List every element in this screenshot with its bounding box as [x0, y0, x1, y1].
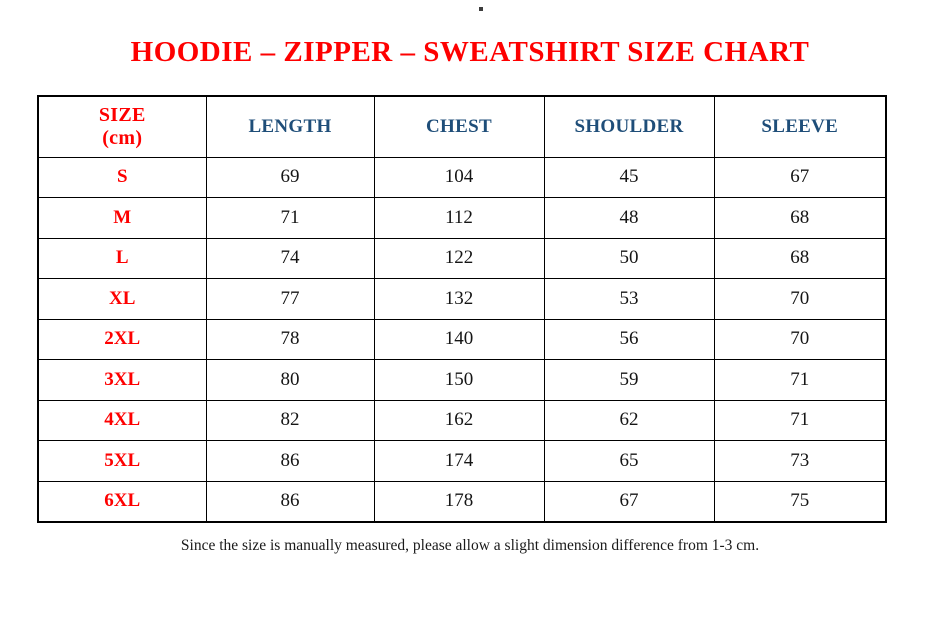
size-label: M: [37, 197, 207, 239]
chest-value: 140: [373, 318, 545, 360]
length-value: 71: [205, 197, 375, 239]
chest-value: 104: [373, 156, 545, 198]
size-label: XL: [37, 278, 207, 320]
table-row-2xl: 2XL 78 140 56 70: [37, 318, 887, 360]
stray-dot-mark: [479, 7, 483, 11]
col-header-sleeve: SLEEVE: [713, 95, 887, 158]
length-value: 77: [205, 278, 375, 320]
length-value: 78: [205, 318, 375, 360]
measurement-disclaimer: Since the size is manually measured, ple…: [180, 537, 760, 554]
table-row-5xl: 5XL 86 174 65 73: [37, 440, 887, 482]
col-header-length: LENGTH: [205, 95, 375, 158]
sleeve-value: 70: [713, 278, 887, 320]
sleeve-value: 68: [713, 237, 887, 279]
sleeve-value: 71: [713, 359, 887, 401]
size-label: S: [37, 156, 207, 198]
shoulder-value: 62: [543, 399, 715, 441]
col-header-chest: CHEST: [373, 95, 545, 158]
chest-value: 178: [373, 480, 545, 522]
table-row-6xl: 6XL 86 178 67 75: [37, 480, 887, 522]
length-value: 86: [205, 480, 375, 522]
sleeve-value: 71: [713, 399, 887, 441]
size-label: 6XL: [37, 480, 207, 522]
col-header-shoulder: SHOULDER: [543, 95, 715, 158]
shoulder-value: 56: [543, 318, 715, 360]
shoulder-value: 53: [543, 278, 715, 320]
shoulder-value: 45: [543, 156, 715, 198]
sleeve-value: 75: [713, 480, 887, 522]
sleeve-value: 67: [713, 156, 887, 198]
chest-value: 112: [373, 197, 545, 239]
table-row-l: L 74 122 50 68: [37, 237, 887, 279]
page-title: HOODIE – ZIPPER – SWEATSHIRT SIZE CHART: [130, 36, 810, 68]
chest-value: 162: [373, 399, 545, 441]
table-row-s: S 69 104 45 67: [37, 156, 887, 198]
size-label: 2XL: [37, 318, 207, 360]
table-header-row: SIZE (cm) LENGTH CHEST SHOULDER SLEEVE: [37, 95, 887, 158]
sleeve-value: 70: [713, 318, 887, 360]
size-label: 4XL: [37, 399, 207, 441]
chest-value: 150: [373, 359, 545, 401]
table-row-m: M 71 112 48 68: [37, 197, 887, 239]
table-row-xl: XL 77 132 53 70: [37, 278, 887, 320]
col-header-size: SIZE (cm): [37, 95, 207, 158]
size-label: 3XL: [37, 359, 207, 401]
length-value: 74: [205, 237, 375, 279]
length-value: 80: [205, 359, 375, 401]
sleeve-value: 68: [713, 197, 887, 239]
table-row-4xl: 4XL 82 162 62 71: [37, 399, 887, 441]
size-label: 5XL: [37, 440, 207, 482]
chest-value: 174: [373, 440, 545, 482]
size-label: L: [37, 237, 207, 279]
table-row-3xl: 3XL 80 150 59 71: [37, 359, 887, 401]
shoulder-value: 59: [543, 359, 715, 401]
size-table: SIZE (cm) LENGTH CHEST SHOULDER SLEEVE S…: [37, 95, 887, 523]
shoulder-value: 65: [543, 440, 715, 482]
length-value: 86: [205, 440, 375, 482]
chest-value: 122: [373, 237, 545, 279]
chest-value: 132: [373, 278, 545, 320]
sleeve-value: 73: [713, 440, 887, 482]
shoulder-value: 67: [543, 480, 715, 522]
length-value: 82: [205, 399, 375, 441]
shoulder-value: 48: [543, 197, 715, 239]
shoulder-value: 50: [543, 237, 715, 279]
length-value: 69: [205, 156, 375, 198]
